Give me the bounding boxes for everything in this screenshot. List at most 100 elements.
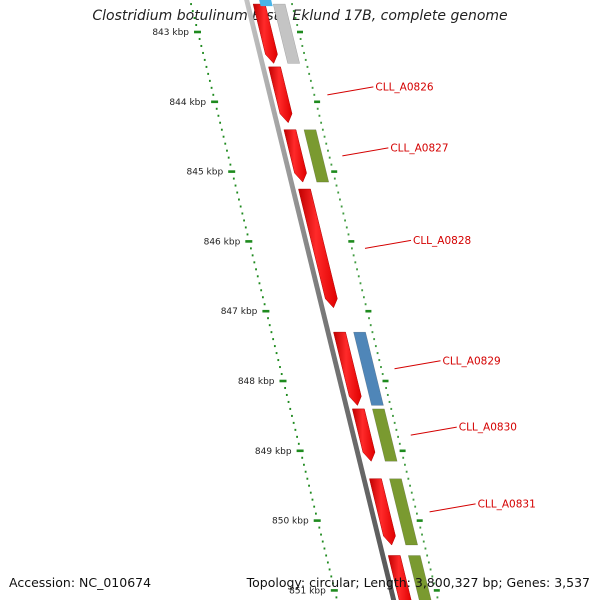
outer-minor-tick xyxy=(422,540,425,543)
outer-minor-tick xyxy=(404,463,406,466)
outer-minor-tick xyxy=(419,526,422,529)
scale-minor-tick xyxy=(261,296,264,299)
outer-minor-tick xyxy=(392,414,394,417)
scale-minor-tick xyxy=(208,79,211,82)
outer-minor-tick xyxy=(409,484,411,487)
outer-minor-tick xyxy=(342,212,345,215)
gene-arrow[interactable] xyxy=(268,66,293,124)
outer-minor-tick xyxy=(397,435,399,438)
outer-minor-tick xyxy=(301,44,304,47)
scale-minor-tick xyxy=(326,561,329,564)
scale-minor-tick xyxy=(241,212,244,215)
scale-minor-tick xyxy=(323,547,326,550)
scale-minor-tick xyxy=(292,421,295,424)
outer-minor-tick xyxy=(313,93,316,96)
gene-label[interactable]: CLL_A0831 xyxy=(478,498,536,510)
gene-label[interactable]: CLL_A0828 xyxy=(413,235,471,247)
gene-arrow[interactable] xyxy=(283,129,307,183)
scale-minor-tick xyxy=(325,554,328,557)
outer-minor-tick xyxy=(339,198,341,201)
gene-arrow[interactable] xyxy=(387,555,412,600)
outer-minor-tick xyxy=(328,156,331,159)
outer-minor-tick xyxy=(424,547,427,550)
outer-minor-tick xyxy=(359,282,362,285)
outer-major-tick xyxy=(331,170,338,173)
outer-minor-tick xyxy=(427,561,430,564)
scale-minor-tick xyxy=(238,198,240,201)
outer-minor-tick xyxy=(357,275,360,278)
outer-minor-tick xyxy=(361,289,364,292)
outer-minor-tick xyxy=(364,303,367,306)
scale-minor-tick xyxy=(260,289,263,292)
outer-minor-tick xyxy=(327,149,329,152)
outer-minor-tick xyxy=(362,296,365,299)
outer-minor-tick xyxy=(402,456,405,459)
outer-minor-tick xyxy=(410,491,413,494)
scale-minor-tick xyxy=(267,317,269,320)
outer-minor-tick xyxy=(306,65,309,68)
outer-minor-tick xyxy=(320,121,323,124)
scale-minor-tick xyxy=(250,247,252,250)
outer-minor-tick xyxy=(335,184,338,187)
scale-minor-tick xyxy=(321,540,324,543)
scale-minor-tick xyxy=(251,254,254,257)
gene-arrow[interactable] xyxy=(369,478,396,546)
scale-minor-tick xyxy=(306,477,309,480)
scale-minor-tick xyxy=(244,226,247,229)
scale-minor-tick xyxy=(308,484,310,487)
outer-minor-tick xyxy=(333,177,336,180)
scale-minor-tick xyxy=(190,3,192,6)
scale-minor-tick xyxy=(318,526,321,529)
scale-minor-tick xyxy=(232,177,235,180)
gene-label[interactable]: CLL_A0829 xyxy=(443,355,501,367)
scale-minor-tick xyxy=(193,17,196,20)
outer-minor-tick xyxy=(421,533,423,536)
labels-layer: 843 kbp 844 kbp 845 kbp 846 kbp 847 kbp 848 k… xyxy=(152,28,535,596)
scale-minor-tick xyxy=(270,331,273,334)
scale-major-tick xyxy=(245,240,253,243)
cog-category-bar xyxy=(372,408,398,462)
scale-minor-tick xyxy=(289,407,292,410)
outer-major-tick xyxy=(314,100,321,104)
genome-stats-text: Topology: circular; Length: 3,800,327 bp… xyxy=(246,575,590,590)
scale-major-tick xyxy=(313,519,321,522)
scale-label: 850 kbp xyxy=(272,517,309,527)
scale-minor-tick xyxy=(226,149,228,152)
outer-minor-tick xyxy=(368,317,370,320)
gene-arrow[interactable] xyxy=(298,188,338,309)
outer-minor-tick xyxy=(292,10,295,13)
scale-minor-tick xyxy=(328,568,331,571)
scale-minor-tick xyxy=(191,10,194,13)
outer-minor-tick xyxy=(436,596,439,599)
outer-minor-tick xyxy=(386,393,389,396)
outer-minor-tick xyxy=(294,17,297,20)
scale-minor-tick xyxy=(273,345,276,348)
scale-minor-tick xyxy=(215,107,218,110)
scale-minor-tick xyxy=(212,93,215,96)
outer-minor-tick xyxy=(356,268,358,271)
scale-minor-tick xyxy=(284,386,287,389)
outer-minor-tick xyxy=(378,359,381,362)
outer-minor-tick xyxy=(352,254,355,257)
outer-minor-tick xyxy=(405,470,408,473)
map-title: Clostridium botulinum B str. Eklund 17B,… xyxy=(92,8,508,24)
scale-major-tick xyxy=(194,30,201,34)
outer-minor-tick xyxy=(318,114,321,117)
outer-major-tick xyxy=(365,309,372,313)
scale-major-tick xyxy=(228,170,236,173)
gene-label-leader xyxy=(410,426,457,436)
scale-minor-tick xyxy=(303,463,305,466)
gene-arrow[interactable] xyxy=(352,408,376,462)
scale-label: 849 kbp xyxy=(255,447,292,457)
gene-label[interactable]: CLL_A0826 xyxy=(375,81,434,93)
gene-label[interactable]: CLL_A0830 xyxy=(459,422,517,434)
scale-minor-tick xyxy=(210,86,213,89)
outer-major-tick xyxy=(382,379,389,383)
outer-major-tick xyxy=(433,589,440,592)
scale-minor-tick xyxy=(222,135,225,138)
scale-minor-tick xyxy=(256,275,259,278)
scale-minor-tick xyxy=(258,282,261,285)
outer-minor-tick xyxy=(414,505,417,508)
gene-arrow[interactable] xyxy=(333,331,362,406)
gene-label[interactable]: CLL_A0827 xyxy=(390,142,448,154)
